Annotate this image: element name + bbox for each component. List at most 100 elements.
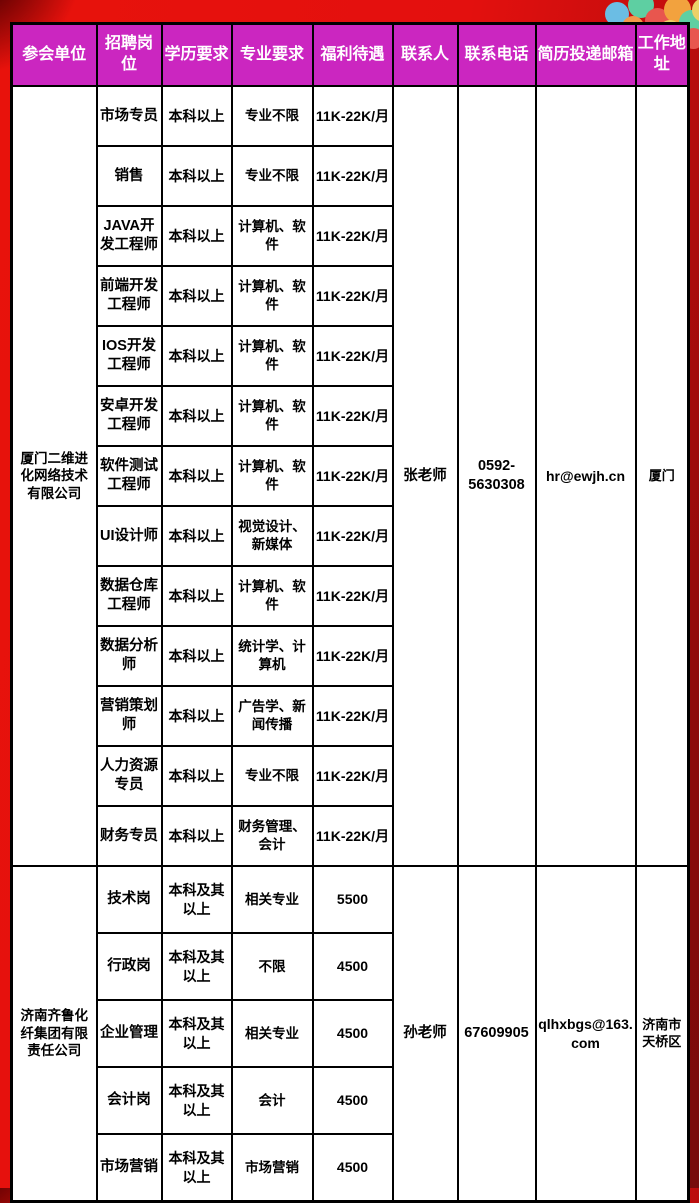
salary-cell: 11K-22K/月 <box>311 625 394 687</box>
position-cell: 人力资源专员 <box>95 745 163 807</box>
salary-cell: 11K-22K/月 <box>311 205 394 267</box>
major-cell: 专业不限 <box>230 85 314 147</box>
contact-phone-cell: 67609905 <box>456 865 537 1203</box>
job-fair-table: 参会单位 招聘岗位 学历要求 专业要求 福利待遇 联系人 联系电话 简历投递邮箱 工作地址 厦门… <box>10 22 690 1203</box>
education-cell: 本科以上 <box>160 565 233 627</box>
position-cell: IOS开发工程师 <box>95 325 163 387</box>
salary-cell: 11K-22K/月 <box>311 145 394 207</box>
education-cell: 本科以上 <box>160 625 233 687</box>
major-cell: 相关专业 <box>230 999 314 1068</box>
column-header: 简历投递邮箱 <box>534 22 637 87</box>
salary-cell: 4500 <box>311 999 394 1068</box>
position-cell: UI设计师 <box>95 505 163 567</box>
position-cell: 市场专员 <box>95 85 163 147</box>
salary-cell: 11K-22K/月 <box>311 265 394 327</box>
table-row: 会计岗 本科及其以上 会计 4500 <box>12 1066 689 1135</box>
column-header: 工作地址 <box>634 22 690 87</box>
major-cell: 广告学、新闻传播 <box>230 685 314 747</box>
column-header: 福利待遇 <box>311 22 394 87</box>
column-header: 联系电话 <box>456 22 537 87</box>
table-row: 安卓开发工程师 本科以上 计算机、软件 11K-22K/月 <box>12 385 689 447</box>
education-cell: 本科以上 <box>160 205 233 267</box>
position-cell: 数据仓库工程师 <box>95 565 163 627</box>
education-cell: 本科以上 <box>160 265 233 327</box>
education-cell: 本科及其以上 <box>160 1133 233 1203</box>
table-row: 数据分析师 本科以上 统计学、计算机 11K-22K/月 <box>12 625 689 687</box>
education-cell: 本科及其以上 <box>160 932 233 1001</box>
major-cell: 不限 <box>230 932 314 1001</box>
salary-cell: 11K-22K/月 <box>311 385 394 447</box>
major-cell: 财务管理、会计 <box>230 805 314 867</box>
table-row: 数据仓库工程师 本科以上 计算机、软件 11K-22K/月 <box>12 565 689 627</box>
resume-email-cell: qlhxbgs@163.com <box>534 865 637 1203</box>
salary-cell: 11K-22K/月 <box>311 805 394 867</box>
column-header: 联系人 <box>391 22 459 87</box>
table-row: 销售 本科以上 专业不限 11K-22K/月 <box>12 145 689 207</box>
position-cell: 技术岗 <box>95 865 163 934</box>
education-cell: 本科以上 <box>160 385 233 447</box>
major-cell: 专业不限 <box>230 145 314 207</box>
table-row: 营销策划师 本科以上 广告学、新闻传播 11K-22K/月 <box>12 685 689 747</box>
position-cell: 企业管理 <box>95 999 163 1068</box>
position-cell: 数据分析师 <box>95 625 163 687</box>
major-cell: 会计 <box>230 1066 314 1135</box>
salary-cell: 11K-22K/月 <box>311 85 394 147</box>
education-cell: 本科以上 <box>160 805 233 867</box>
table-row: 前端开发工程师 本科以上 计算机、软件 11K-22K/月 <box>12 265 689 327</box>
major-cell: 计算机、软件 <box>230 385 314 447</box>
salary-cell: 11K-22K/月 <box>311 505 394 567</box>
major-cell: 计算机、软件 <box>230 445 314 507</box>
contact-person-cell: 张老师 <box>391 85 459 867</box>
major-cell: 视觉设计、新媒体 <box>230 505 314 567</box>
salary-cell: 11K-22K/月 <box>311 685 394 747</box>
table-row: IOS开发工程师 本科以上 计算机、软件 11K-22K/月 <box>12 325 689 387</box>
salary-cell: 11K-22K/月 <box>311 565 394 627</box>
position-cell: 营销策划师 <box>95 685 163 747</box>
contact-phone-cell: 0592-5630308 <box>456 85 537 867</box>
position-cell: 前端开发工程师 <box>95 265 163 327</box>
education-cell: 本科以上 <box>160 325 233 387</box>
company-name-cell: 厦门二维进化网络技术有限公司 <box>10 85 98 867</box>
education-cell: 本科及其以上 <box>160 999 233 1068</box>
major-cell: 计算机、软件 <box>230 205 314 267</box>
education-cell: 本科及其以上 <box>160 865 233 934</box>
work-location-cell: 厦门 <box>634 85 690 867</box>
education-cell: 本科以上 <box>160 85 233 147</box>
position-cell: 财务专员 <box>95 805 163 867</box>
major-cell: 专业不限 <box>230 745 314 807</box>
company-name-cell: 济南齐鲁化纤集团有限责任公司 <box>10 865 98 1203</box>
salary-cell: 4500 <box>311 1133 394 1203</box>
salary-cell: 11K-22K/月 <box>311 445 394 507</box>
position-cell: 软件测试工程师 <box>95 445 163 507</box>
table-row: 济南齐鲁化纤集团有限责任公司 技术岗 本科及其以上 相关专业 5500 孙老师 676099… <box>10 865 690 1203</box>
contact-person-cell: 孙老师 <box>391 865 459 1203</box>
salary-cell: 5500 <box>311 865 394 934</box>
education-cell: 本科以上 <box>160 505 233 567</box>
table-body: 厦门二维进化网络技术有限公司 市场专员 本科以上 专业不限 11K-22K/月 张老师 05… <box>10 85 690 1203</box>
table-row: 厦门二维进化网络技术有限公司 市场专员 本科以上 专业不限 11K-22K/月 张老师 05… <box>10 85 690 867</box>
salary-cell: 4500 <box>311 932 394 1001</box>
salary-cell: 11K-22K/月 <box>311 325 394 387</box>
table-row: 财务专员 本科以上 财务管理、会计 11K-22K/月 <box>12 805 689 867</box>
column-header: 专业要求 <box>230 22 314 87</box>
position-cell: 会计岗 <box>95 1066 163 1135</box>
education-cell: 本科以上 <box>160 685 233 747</box>
major-cell: 相关专业 <box>230 865 314 934</box>
salary-cell: 11K-22K/月 <box>311 745 394 807</box>
column-header: 学历要求 <box>160 22 233 87</box>
table-row: 行政岗 本科及其以上 不限 4500 <box>12 932 689 1001</box>
table-row: 软件测试工程师 本科以上 计算机、软件 11K-22K/月 <box>12 445 689 507</box>
education-cell: 本科以上 <box>160 745 233 807</box>
table-row: 企业管理 本科及其以上 相关专业 4500 <box>12 999 689 1068</box>
column-header: 参会单位 <box>10 22 98 87</box>
major-cell: 市场营销 <box>230 1133 314 1203</box>
major-cell: 计算机、软件 <box>230 565 314 627</box>
position-cell: JAVA开发工程师 <box>95 205 163 267</box>
header-row: 参会单位 招聘岗位 学历要求 专业要求 福利待遇 联系人 联系电话 简历投递邮箱 工作地址 <box>10 22 690 87</box>
work-location-cell: 济南市天桥区 <box>634 865 690 1203</box>
education-cell: 本科以上 <box>160 145 233 207</box>
major-cell: 计算机、软件 <box>230 265 314 327</box>
resume-email-cell: hr@ewjh.cn <box>534 85 637 867</box>
column-header: 招聘岗位 <box>95 22 163 87</box>
